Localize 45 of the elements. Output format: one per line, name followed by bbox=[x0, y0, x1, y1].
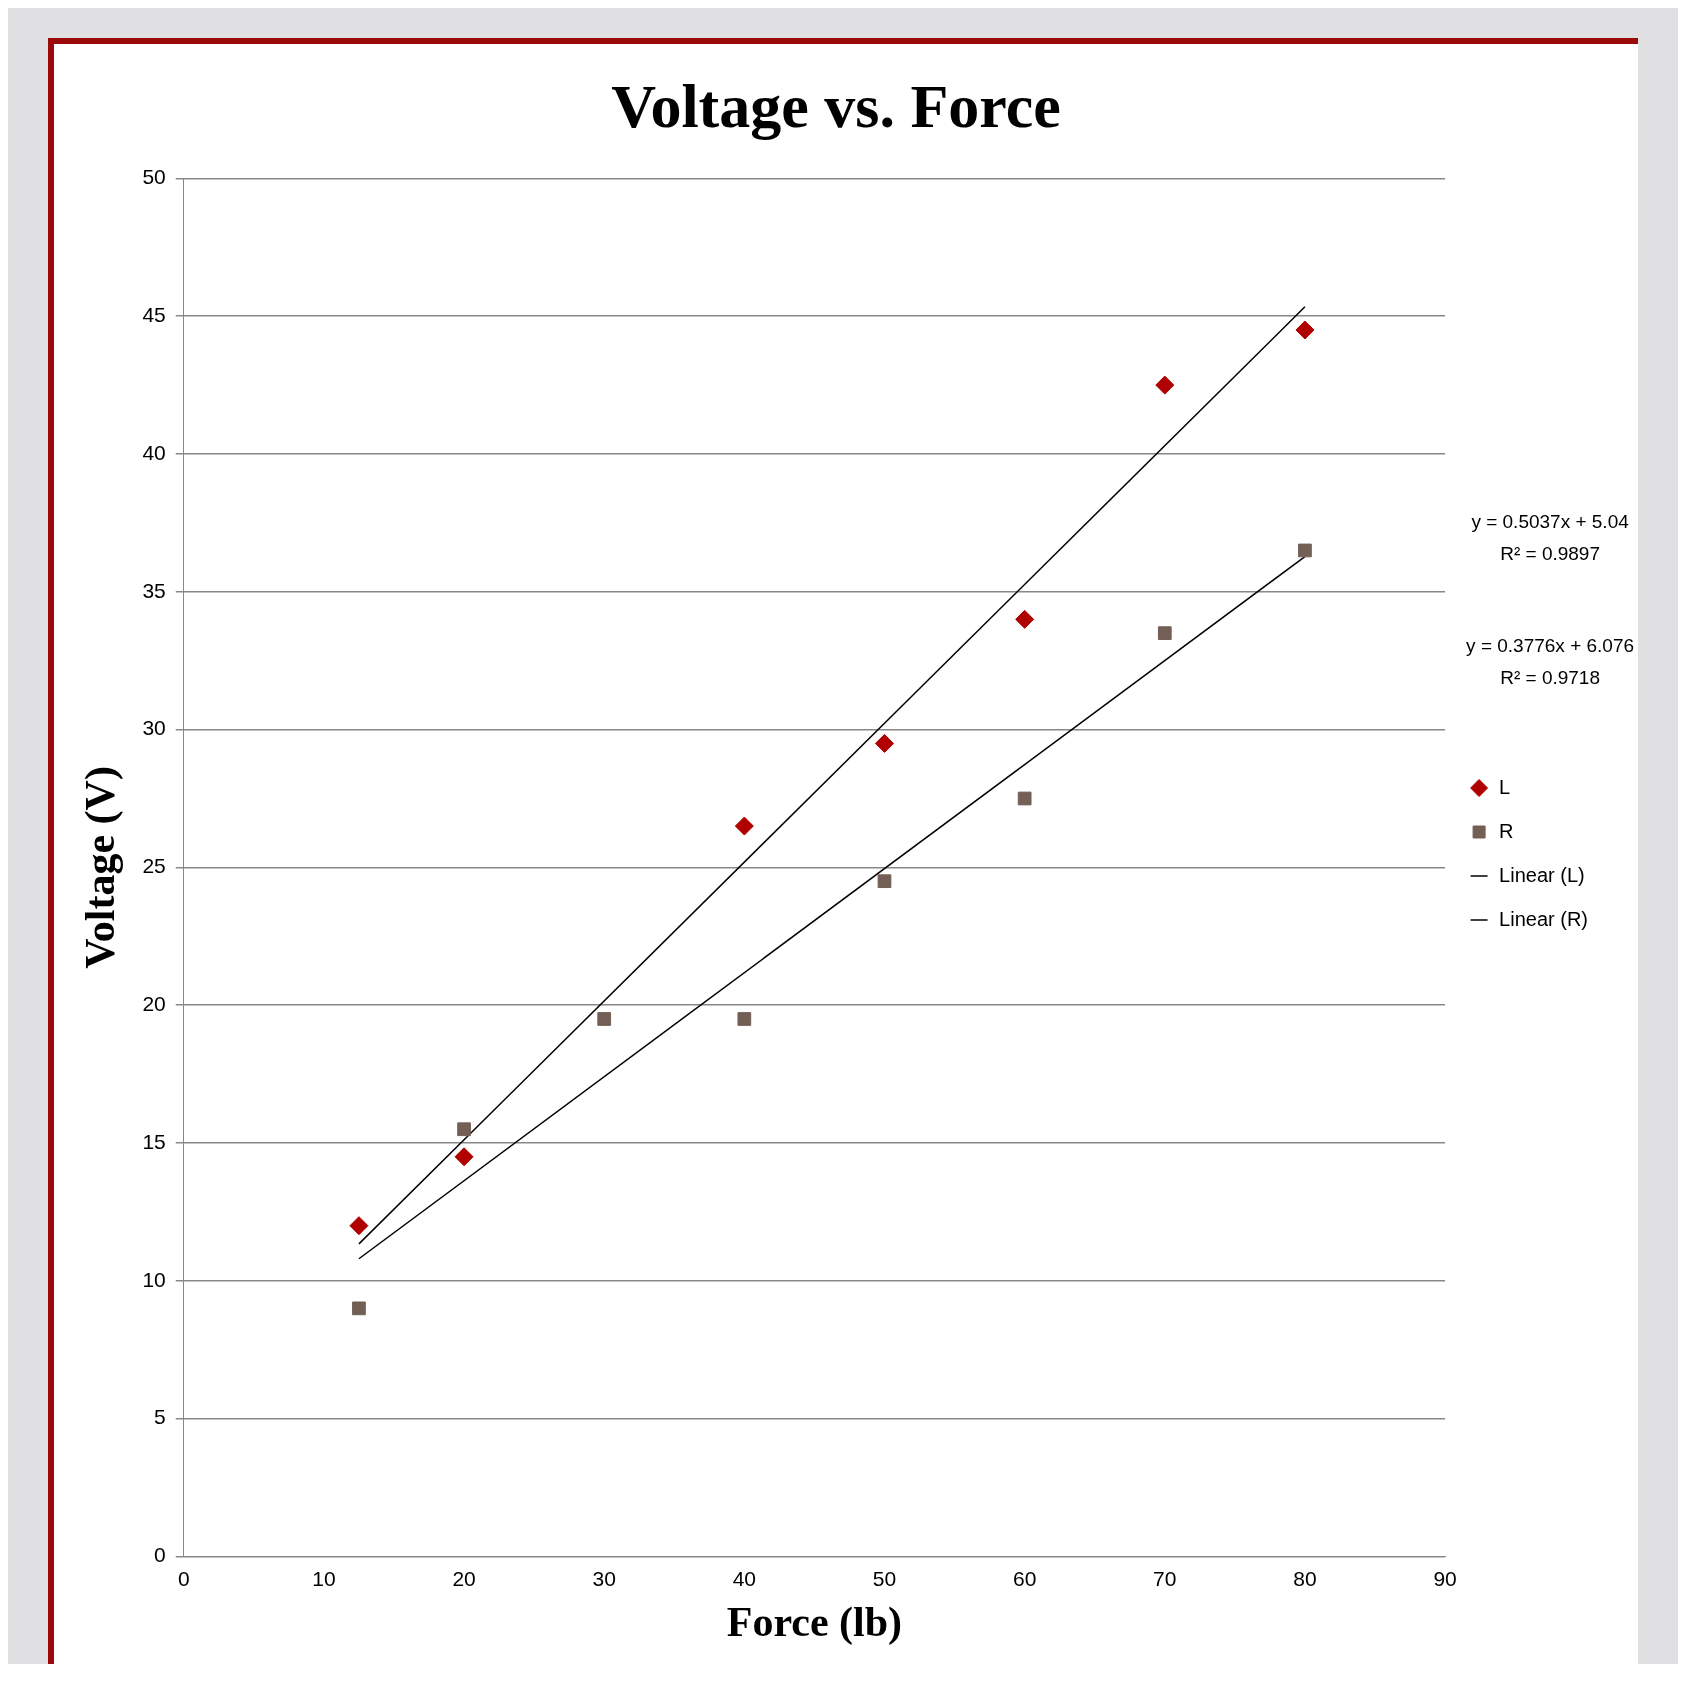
legend-label: R bbox=[1499, 819, 1514, 842]
y-axis-title: Voltage (V) bbox=[77, 766, 125, 969]
point bbox=[454, 1147, 474, 1167]
y-tick-label: 5 bbox=[154, 1405, 166, 1429]
legend-label: Linear (R) bbox=[1499, 907, 1589, 930]
x-tick-label: 20 bbox=[452, 1566, 476, 1590]
point bbox=[877, 874, 892, 889]
y-tick-label: 35 bbox=[142, 578, 166, 602]
x-tick-label: 90 bbox=[1433, 1566, 1457, 1590]
point bbox=[349, 1216, 369, 1236]
y-tick-label: 20 bbox=[142, 992, 166, 1015]
x-tick-label: 30 bbox=[592, 1566, 616, 1590]
x-axis-title: Force (lb) bbox=[726, 1598, 903, 1646]
point bbox=[734, 816, 754, 836]
point bbox=[1157, 626, 1172, 640]
text: y = 0.3776x + 6.076 R² = 0.9718 bbox=[1466, 635, 1635, 689]
point bbox=[1017, 791, 1032, 806]
y-tick-label: 50 bbox=[142, 165, 166, 189]
y-tick-label: 25 bbox=[142, 854, 166, 878]
x-tick-label: 40 bbox=[732, 1566, 757, 1590]
point bbox=[1015, 609, 1035, 629]
x-tick-label: 0 bbox=[177, 1566, 190, 1590]
x-tick-label: 50 bbox=[872, 1566, 897, 1590]
x-tick-label: 80 bbox=[1293, 1566, 1317, 1590]
legend-label: L bbox=[1499, 775, 1511, 798]
point bbox=[1155, 375, 1175, 395]
y-tick-label: 45 bbox=[142, 303, 166, 326]
point bbox=[737, 1012, 752, 1026]
text: y = 0.5037x + 5.04 R² = 0.9897 bbox=[1471, 511, 1630, 565]
y-tick-label: 40 bbox=[142, 440, 166, 464]
point bbox=[597, 1012, 612, 1026]
y-tick-label: 10 bbox=[142, 1267, 166, 1291]
point bbox=[457, 1122, 471, 1137]
point bbox=[875, 733, 894, 753]
y-tick-label: 30 bbox=[142, 716, 166, 740]
point bbox=[352, 1301, 366, 1316]
point bbox=[1295, 320, 1315, 340]
x-tick-label: 60 bbox=[1012, 1566, 1037, 1590]
legend-label: Linear (L) bbox=[1499, 863, 1585, 886]
y-tick-label: 15 bbox=[142, 1129, 166, 1153]
y-tick-label: 0 bbox=[154, 1543, 166, 1567]
chart-title: Voltage vs. Force bbox=[611, 72, 1061, 141]
point bbox=[1298, 543, 1312, 558]
x-tick-label: 70 bbox=[1153, 1566, 1177, 1590]
x-tick-label: 10 bbox=[312, 1566, 336, 1590]
